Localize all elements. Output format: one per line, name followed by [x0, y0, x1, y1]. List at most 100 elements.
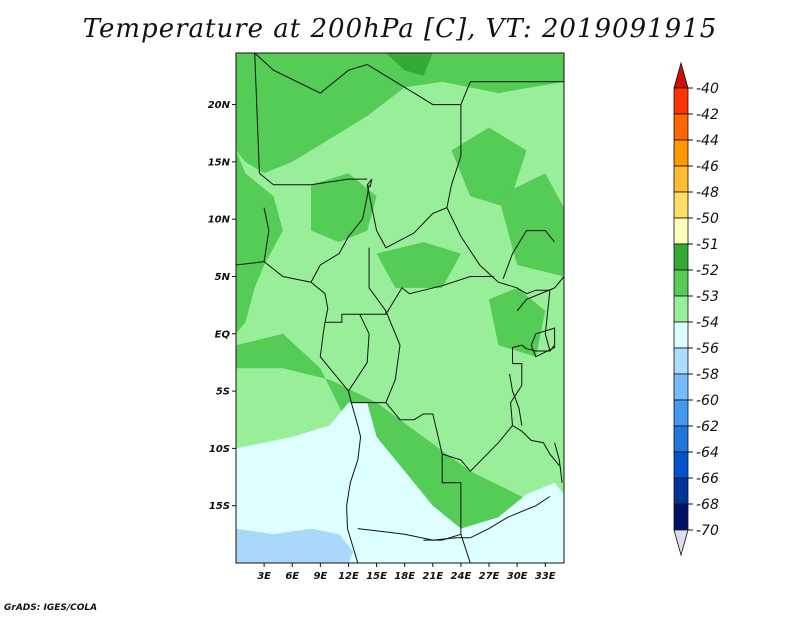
colorbar-label: -54 — [696, 315, 719, 331]
plot-frame — [235, 52, 565, 564]
border-19 — [544, 290, 551, 352]
border-20 — [460, 534, 471, 564]
border-8 — [348, 314, 370, 392]
border-10 — [351, 402, 560, 473]
colorbar-label: -51 — [696, 237, 719, 253]
x-tick-label: 15E — [366, 571, 387, 582]
colorbar: -40 -42 -44 -46 -48 -50 -51 -52 -53 -54 -56 -58 -60 -… — [673, 61, 719, 557]
colorbar-label: -44 — [696, 133, 719, 149]
x-tick-label: 21E — [422, 571, 443, 582]
band-52-west — [236, 150, 283, 334]
border-3 — [263, 207, 270, 262]
colorbar-segment — [673, 451, 689, 479]
x-tick-label: 27E — [479, 571, 500, 582]
colorbar-label: -70 — [696, 523, 719, 539]
country-borders — [235, 52, 565, 564]
border-17 — [502, 230, 555, 279]
y-tick-label: 20N — [208, 100, 231, 111]
x-tick-label: 24E — [451, 571, 472, 582]
colorbar-segment — [673, 87, 689, 115]
colorbar-segment — [673, 347, 689, 375]
colorbar-segment — [673, 191, 689, 219]
border-4 — [310, 184, 370, 283]
colorbar-label: -56 — [696, 341, 719, 357]
border-11 — [423, 454, 462, 541]
colorbar-label: -62 — [696, 419, 719, 435]
y-tick-label: 10S — [209, 444, 230, 455]
x-tick-label: 6E — [285, 571, 299, 582]
y-tick-label: EQ — [215, 329, 231, 340]
colorbar-segment — [673, 295, 689, 323]
border-12 — [357, 496, 551, 541]
x-tick-label: 18E — [394, 571, 415, 582]
border-5 — [366, 184, 550, 295]
colorbar-segment — [673, 217, 689, 245]
colorbar-segment — [673, 269, 689, 297]
border-6 — [325, 247, 387, 323]
colorbar-label: -58 — [696, 367, 719, 383]
colorbar-bottom-arrow — [673, 529, 689, 557]
map-frame — [235, 52, 565, 564]
colorbar-label: -60 — [696, 393, 719, 409]
band-52-mid — [376, 242, 461, 288]
temperature-field — [236, 53, 564, 563]
y-axis: 20N 15N 10N 5N EQ 5S 10S 15S — [208, 100, 236, 512]
lake-chad — [366, 178, 373, 188]
colorbar-segment — [673, 477, 689, 505]
band-52-central — [311, 173, 377, 243]
colorbar-segment — [673, 373, 689, 401]
border-16 — [460, 81, 564, 105]
chart-title: Temperature at 200hPa [C], VT: 201909191… — [82, 14, 718, 44]
lake-malawi — [554, 442, 563, 483]
band-56-southwest — [236, 528, 354, 563]
colorbar-top-arrow — [673, 61, 689, 89]
border-1 — [254, 52, 461, 106]
x-tick-label: 30E — [507, 571, 528, 582]
x-axis: 3E 6E 9E 12E 15E 18E 21E 24E 27E 30E 33E — [257, 563, 556, 582]
border-14 — [516, 276, 565, 312]
band-52-north — [236, 53, 564, 174]
x-tick-label: 12E — [338, 571, 359, 582]
colorbar-segment — [673, 503, 689, 531]
border-15 — [446, 104, 462, 208]
colorbar-label: -66 — [696, 471, 719, 487]
colorbar-label: -42 — [696, 107, 719, 123]
colorbar-label: -46 — [696, 159, 719, 175]
band-52-nile — [451, 127, 527, 208]
colorbar-segment — [673, 113, 689, 141]
y-tick-label: 5S — [216, 387, 230, 398]
colorbar-label: -53 — [696, 289, 719, 305]
band-51-north — [385, 53, 433, 76]
colorbar-segment — [673, 139, 689, 167]
colorbar-label: -64 — [696, 445, 719, 461]
y-tick-label: 15N — [208, 157, 231, 168]
band-52-lakes — [489, 287, 546, 357]
y-tick-label: 5N — [215, 272, 231, 283]
border-18 — [510, 347, 523, 426]
lake-victoria — [530, 327, 556, 358]
colorbar-segment — [673, 321, 689, 349]
border-13 — [512, 344, 555, 352]
colorbar-segment — [673, 425, 689, 453]
border-7 — [385, 276, 494, 315]
colorbar-segment — [673, 243, 689, 271]
y-tick-label: 10N — [208, 215, 231, 226]
x-tick-label: 9E — [313, 571, 327, 582]
y-tick-label: 15S — [209, 501, 230, 512]
grads-credit: GrADS: IGES/COLA — [4, 603, 98, 613]
x-tick-label: 3E — [257, 571, 271, 582]
colorbar-label: -40 — [696, 81, 719, 97]
colorbar-segment — [673, 165, 689, 193]
colorbar-segment — [673, 399, 689, 427]
colorbar-label: -68 — [696, 497, 719, 513]
lake-tanganyika — [509, 373, 523, 426]
colorbar-label: -48 — [696, 185, 719, 201]
border-2 — [254, 52, 368, 186]
border-9 — [385, 310, 401, 403]
x-tick-label: 33E — [535, 571, 556, 582]
band-54-south — [236, 402, 564, 563]
colorbar-label: -52 — [696, 263, 719, 279]
band-52-south — [236, 333, 564, 563]
colorbar-label: -50 — [696, 211, 719, 227]
